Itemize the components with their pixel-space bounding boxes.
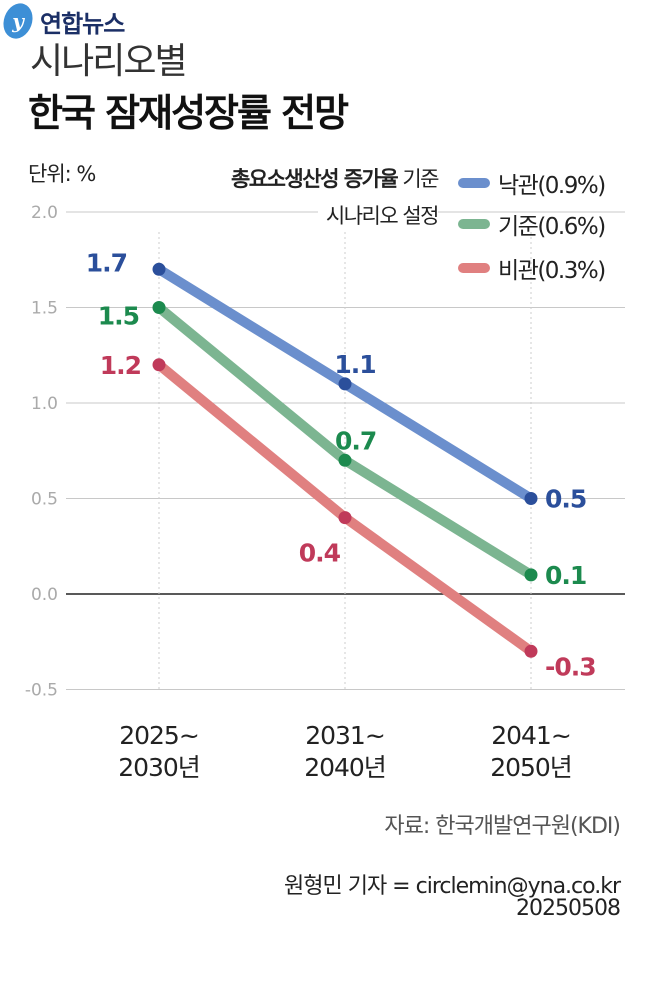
y-tick-label: 1.0	[31, 394, 58, 414]
y-tick-label: 1.5	[31, 299, 58, 319]
chart-title: 한국 잠재성장률 전망	[28, 91, 349, 135]
x-tick-label: 2041~	[491, 721, 571, 750]
data-label: 0.4	[299, 539, 341, 568]
data-label: 1.1	[334, 350, 375, 379]
data-point	[338, 511, 352, 525]
data-label: 1.7	[86, 248, 127, 277]
legend-item-pessimistic: 비관(0.3%)	[458, 251, 606, 285]
x-tick-label: 2040년	[304, 753, 386, 782]
legend-swatch	[458, 219, 490, 229]
y-tick-label: 0.5	[31, 490, 58, 510]
data-point	[524, 492, 538, 505]
data-label: 0.5	[545, 485, 586, 514]
chart-supertitle: 시나리오별	[30, 41, 188, 82]
legend-label: 비관(0.3%)	[498, 258, 606, 284]
data-point	[524, 568, 538, 582]
source-text: 자료: 한국개발연구원(KDI)	[384, 814, 621, 839]
legend-item-baseline: 기준(0.6%)	[458, 207, 606, 241]
data-label: 1.2	[100, 351, 141, 380]
unit-label: 단위: %	[28, 162, 96, 186]
logo-text: 연합뉴스	[40, 9, 125, 38]
y-tick-label: 0.0	[31, 585, 58, 605]
y-tick-label: -0.5	[25, 681, 58, 701]
data-point	[152, 262, 166, 276]
x-tick-label: 2031~	[305, 721, 385, 750]
data-point	[152, 358, 166, 372]
legend-swatch	[458, 178, 490, 188]
x-tick-label: 2050년	[490, 753, 572, 782]
x-tick-label: 2025~	[119, 721, 199, 750]
data-point	[524, 644, 538, 658]
scenario-note: 총요소생산성 증가율 기준	[230, 163, 440, 193]
legend-label: 기준(0.6%)	[498, 214, 606, 240]
svg-text:y: y	[11, 9, 25, 33]
data-point	[338, 453, 352, 467]
data-point	[152, 301, 166, 314]
data-point	[338, 377, 352, 391]
data-label: 1.5	[98, 302, 139, 331]
reporter-credit: 원형민 기자 = circlemin@yna.co.kr	[284, 874, 621, 899]
yonhap-logo: y 연합뉴스	[0, 0, 650, 42]
yonhap-logo-icon: y	[3, 3, 33, 39]
data-label: 0.1	[545, 561, 586, 590]
note-regular: 기준	[397, 167, 439, 191]
legend-label: 낙관(0.9%)	[498, 173, 606, 199]
x-tick-label: 2030년	[118, 753, 200, 782]
data-label: -0.3	[545, 652, 596, 681]
data-label: 0.7	[335, 426, 376, 455]
legend-item-optimistic: 낙관(0.9%)	[458, 166, 606, 200]
publish-date: 20250508	[516, 896, 621, 921]
y-tick-label: 2.0	[31, 203, 58, 223]
scenario-note-line2: 시나리오 설정	[317, 200, 440, 230]
legend-swatch	[458, 263, 490, 273]
note-bold: 총요소생산성 증가율	[230, 167, 399, 191]
